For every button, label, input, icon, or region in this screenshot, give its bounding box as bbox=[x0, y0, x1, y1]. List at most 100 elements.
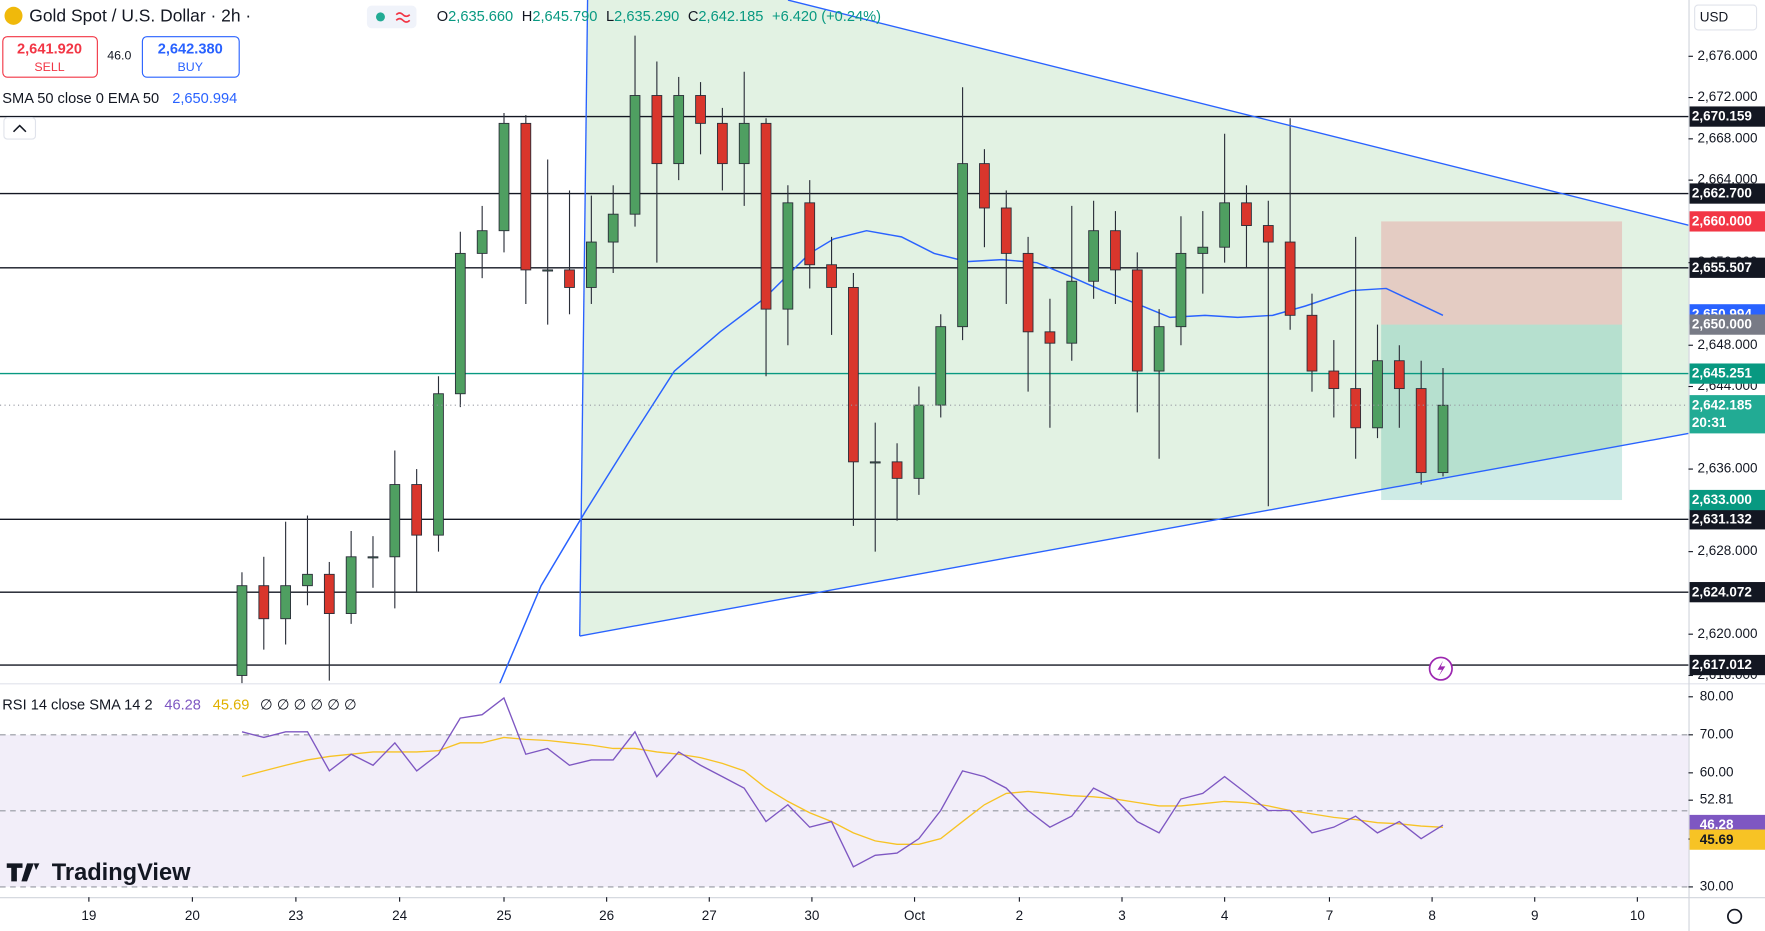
triangle-edge bbox=[579, 432, 1689, 637]
ohlc-key: O bbox=[437, 9, 448, 25]
ohlc-readout: O2,635.660 H2,645.790 L2,635.290 C2,642.… bbox=[437, 9, 881, 25]
buy-price: 2,642.380 bbox=[158, 41, 223, 57]
price-badge-label: 2,650.000 bbox=[1692, 317, 1752, 332]
y-tick-label: 2,676.000 bbox=[1697, 48, 1757, 63]
settings-icon[interactable] bbox=[1727, 908, 1743, 924]
y-tick-label: 2,648.000 bbox=[1697, 337, 1757, 352]
triangle-edge bbox=[787, 0, 1689, 226]
header: Gold Spot / U.S. Dollar · 2h · O2,635.66… bbox=[2, 4, 1758, 924]
rsi-tick-label: 70.00 bbox=[1700, 726, 1734, 741]
buy-button[interactable] bbox=[141, 36, 240, 78]
price-badge-label: 2,633.000 bbox=[1692, 492, 1752, 507]
level-badge bbox=[1689, 106, 1765, 127]
candle-body bbox=[454, 252, 466, 395]
watermark-logo bbox=[6, 863, 40, 882]
candle-body bbox=[542, 269, 554, 272]
candle-body bbox=[935, 326, 947, 406]
level-badge-label: 2,617.012 bbox=[1692, 657, 1752, 672]
price-badge-label: 2,660.000 bbox=[1692, 214, 1752, 229]
delay-icon bbox=[395, 12, 411, 23]
candle-body bbox=[1131, 269, 1143, 372]
candle-body bbox=[1066, 280, 1078, 344]
candle-body bbox=[520, 122, 532, 271]
price-plot bbox=[0, 35, 1689, 684]
candle-body bbox=[1110, 230, 1121, 271]
candle-body bbox=[848, 286, 859, 463]
sell-button[interactable] bbox=[2, 36, 98, 78]
candle-body bbox=[236, 585, 248, 676]
buy-label: BUY bbox=[178, 60, 203, 74]
rsi-sma-badge bbox=[1689, 829, 1765, 850]
price-badge bbox=[1689, 489, 1765, 511]
stop-zone bbox=[1381, 221, 1623, 325]
candle-body bbox=[979, 163, 990, 209]
level-badge bbox=[1689, 257, 1765, 278]
rsi-extra: ∅ ∅ ∅ ∅ ∅ ∅ bbox=[260, 698, 357, 714]
candle-body bbox=[651, 95, 663, 165]
candle-body bbox=[1153, 326, 1165, 372]
candle-body bbox=[1088, 230, 1099, 282]
candle-body bbox=[957, 163, 968, 328]
level-badge bbox=[1689, 582, 1765, 603]
candle-body bbox=[607, 213, 619, 243]
candle-body bbox=[1262, 225, 1274, 243]
candle-body bbox=[564, 269, 575, 288]
candle-body bbox=[738, 122, 750, 165]
x-tick-label: 26 bbox=[599, 908, 614, 923]
price-pane bbox=[0, 0, 1689, 684]
collapse-button[interactable] bbox=[3, 117, 37, 140]
ohlc-value: 2,635.290 bbox=[614, 9, 679, 25]
level-badge bbox=[1689, 509, 1765, 530]
candle-body bbox=[1372, 360, 1383, 429]
symbol-title: Gold Spot / U.S. Dollar · 2h · bbox=[29, 6, 251, 26]
level-badge-label: 2,670.159 bbox=[1692, 109, 1752, 124]
indicator-label: SMA 50 close 0 EMA 50 bbox=[2, 91, 159, 107]
countdown: 20:31 bbox=[1692, 415, 1727, 430]
status-pill[interactable] bbox=[366, 5, 417, 29]
level-badge bbox=[1689, 654, 1765, 676]
rsi-tick-label: 80.00 bbox=[1700, 688, 1734, 703]
candle-body bbox=[367, 556, 379, 559]
y-tick-label: 2,664.000 bbox=[1697, 172, 1757, 187]
rsi-badge-label: 46.28 bbox=[1700, 817, 1734, 832]
indicator-value: 2,650.994 bbox=[172, 91, 237, 107]
candle-body bbox=[1415, 388, 1427, 474]
candle-body bbox=[1393, 360, 1405, 390]
level-badge bbox=[1689, 363, 1765, 384]
y-tick-label: 2,620.000 bbox=[1697, 626, 1757, 641]
sell-price: 2,641.920 bbox=[17, 41, 82, 57]
rsi-tick-label: 30.00 bbox=[1700, 878, 1734, 893]
x-tick-label: 9 bbox=[1531, 908, 1539, 923]
candle-body bbox=[280, 585, 291, 620]
candle-body bbox=[345, 556, 357, 615]
candle-body bbox=[629, 95, 641, 215]
price-badge bbox=[1689, 314, 1765, 335]
rsi-value: 46.28 bbox=[164, 698, 201, 714]
candle-body bbox=[302, 573, 313, 587]
rsi-plot bbox=[0, 696, 1689, 888]
level-badge-label: 2,662.700 bbox=[1692, 186, 1752, 201]
spread: 46.0 bbox=[107, 49, 131, 63]
ohlc-key: C bbox=[688, 9, 699, 25]
candle-body bbox=[673, 95, 685, 165]
x-tick-label: 7 bbox=[1326, 908, 1334, 923]
rsi-line bbox=[241, 696, 1444, 868]
sell-label: SELL bbox=[34, 60, 64, 74]
candle-body bbox=[258, 585, 270, 620]
candle-body bbox=[717, 122, 728, 165]
candle-body bbox=[826, 264, 837, 288]
x-tick-label: 30 bbox=[804, 908, 819, 923]
market-open-dot bbox=[375, 12, 385, 22]
candle-body bbox=[323, 573, 335, 615]
candle-body bbox=[433, 393, 444, 536]
x-tick-label: 10 bbox=[1630, 908, 1645, 923]
y-tick-label: 2,628.000 bbox=[1697, 543, 1757, 558]
price-badge-label: 2,642.185 bbox=[1692, 397, 1753, 412]
x-tick-label: 19 bbox=[81, 908, 96, 923]
x-tick-label: 8 bbox=[1428, 908, 1436, 923]
level-badge-label: 2,624.072 bbox=[1692, 584, 1752, 599]
currency-button[interactable] bbox=[1694, 4, 1758, 31]
y-tick-label: 2,636.000 bbox=[1697, 461, 1757, 476]
